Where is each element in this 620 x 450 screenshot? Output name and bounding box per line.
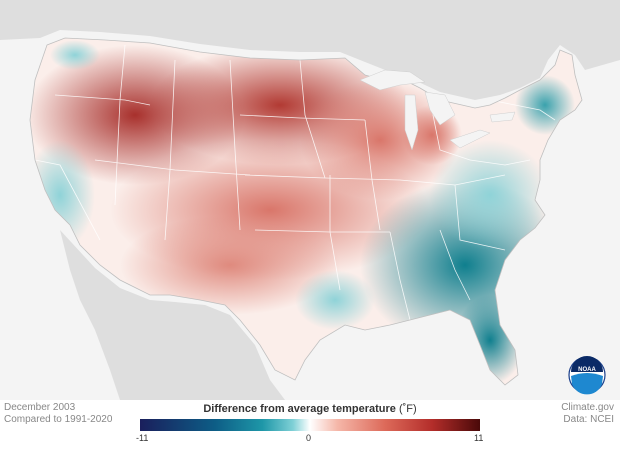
legend-min-label: -11 — [136, 433, 149, 443]
data-source-label: Data: NCEI — [563, 414, 614, 425]
lake-erie — [449, 129, 491, 149]
legend-color-bar — [140, 419, 480, 431]
lake-michigan — [404, 94, 419, 151]
state-boundaries — [34, 44, 556, 321]
legend-footer: December 2003 Compared to 1991-2020 Clim… — [0, 400, 620, 450]
warm-anomaly-southwest — [120, 215, 340, 315]
lake-ontario — [489, 111, 516, 123]
map-metadata: December 2003 Compared to 1991-2020 — [4, 402, 112, 426]
canada-landmass — [0, 0, 620, 100]
lake-superior — [359, 69, 426, 91]
legend-title: Difference from average temperature (˚F) — [0, 403, 620, 415]
legend-max-label: 11 — [474, 433, 484, 443]
legend-unit: (˚F) — [398, 403, 417, 415]
mexico-landmass — [60, 230, 285, 400]
us-outline — [29, 37, 583, 386]
legend-mid-label: 0 — [306, 433, 312, 443]
anomaly-map: NOAA — [0, 0, 620, 400]
legend-title-text: Difference from average temperature — [203, 403, 396, 415]
great-lakes — [359, 69, 516, 151]
cool-anomaly-appalachia — [430, 140, 550, 250]
noaa-logo-text: NOAA — [578, 367, 596, 373]
source-label: Climate.gov — [561, 402, 614, 413]
cool-anomaly-washington — [50, 40, 100, 70]
baseline-label: Compared to 1991-2020 — [4, 414, 113, 425]
period-label: December 2003 — [4, 402, 76, 413]
credits: Climate.gov Data: NCEI — [561, 402, 614, 426]
cool-anomaly-texas-coast — [295, 270, 375, 330]
lake-huron — [424, 91, 456, 126]
noaa-logo-icon: NOAA — [568, 356, 606, 395]
